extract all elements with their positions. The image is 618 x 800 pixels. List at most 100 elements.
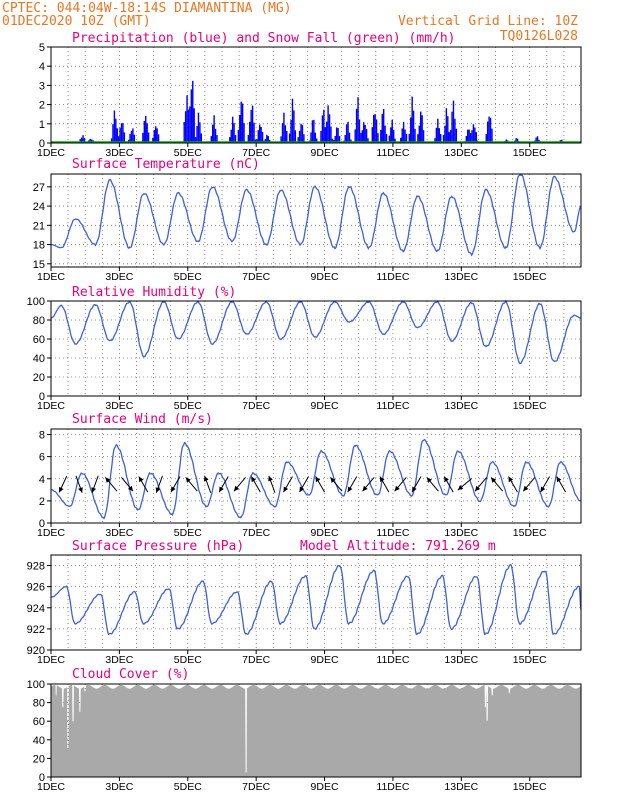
- humidity-line: [50, 299, 581, 365]
- header-run-time: 01DEC2020 10Z (GMT): [2, 14, 151, 29]
- x-tick-label: 15DEC: [513, 400, 547, 412]
- precip-bar: [280, 136, 282, 143]
- y-tick-label: 0: [39, 772, 45, 784]
- wind-arrow-head: [127, 485, 134, 492]
- precip-bar: [401, 128, 403, 143]
- x-tick-label: 5DEC: [174, 147, 202, 159]
- precip-bar: [89, 138, 91, 143]
- precip-bar: [372, 115, 375, 143]
- x-tick-label: 3DEC: [105, 271, 133, 283]
- x-tick-label: 7DEC: [242, 781, 270, 793]
- precip-bar: [187, 109, 190, 143]
- panel-precip: Precipitation (blue) and Snow Fall (gree…: [37, 31, 582, 159]
- precip-bar: [234, 135, 237, 143]
- precip-bar: [516, 138, 519, 143]
- x-tick-label: 13DEC: [444, 781, 478, 793]
- precip-bar: [391, 119, 393, 143]
- precip-bar: [377, 133, 379, 143]
- y-tick-label: 21: [33, 220, 45, 232]
- panel-frame: [50, 683, 582, 778]
- y-tick-label: 2: [39, 496, 45, 508]
- precip-bar: [116, 128, 118, 143]
- panel-pressure: Surface Pressure (hPa) Model Altitude: 79…: [27, 539, 582, 666]
- precip-bar: [152, 137, 154, 143]
- panel-frame: [50, 428, 582, 524]
- precip-bar: [300, 123, 302, 143]
- grid-lines: [51, 301, 581, 396]
- wind-arrow-head: [540, 486, 546, 493]
- x-tick-label: 9DEC: [311, 271, 339, 283]
- precip-bar: [184, 111, 187, 143]
- pressure-line: [50, 564, 582, 636]
- precip-bar: [488, 116, 490, 143]
- precip-bar: [367, 138, 369, 143]
- x-tick-label: 7DEC: [242, 654, 270, 666]
- precip-bar: [247, 135, 250, 143]
- precip-bar: [194, 137, 197, 143]
- precip-bar: [347, 121, 349, 143]
- panel-humidity: Relative Humidity (%) 0 20 40 60 80 100 1DEC 3DE…: [27, 285, 582, 412]
- precip-bar: [79, 139, 81, 143]
- y-tick-label: 0: [39, 518, 45, 530]
- wind-arrow-head: [138, 476, 144, 483]
- x-tick-label: 11DEC: [376, 400, 409, 412]
- precip-bar: [310, 132, 312, 143]
- x-tick-label: 1DEC: [37, 147, 65, 159]
- precip-bar: [199, 122, 201, 143]
- precip-bar: [485, 134, 487, 143]
- precip-bar: [418, 125, 421, 143]
- temperature-line: [50, 173, 582, 257]
- precip-bar: [293, 110, 295, 143]
- precip-bar: [414, 128, 416, 143]
- precip-bar: [190, 89, 193, 143]
- precip-bar: [338, 136, 341, 143]
- precip-bar: [392, 129, 395, 143]
- precip-bar: [82, 135, 84, 143]
- x-tick-label: 9DEC: [311, 527, 339, 539]
- x-tick-label: 13DEC: [444, 527, 478, 539]
- x-tick-label: 11DEC: [376, 527, 409, 539]
- precip-bar: [284, 125, 287, 143]
- y-tick-label: 15: [33, 259, 45, 271]
- precip-bar: [381, 113, 383, 143]
- wind-arrow-head: [203, 475, 209, 482]
- wind-arrow-head: [523, 485, 529, 492]
- precip-bar: [411, 96, 413, 143]
- precip-bar: [486, 121, 489, 143]
- x-tick-label: 5DEC: [174, 527, 202, 539]
- precip-bar: [249, 121, 251, 143]
- y-tick-label: 40: [33, 735, 45, 747]
- precip-bar: [388, 135, 391, 143]
- precip-bar: [290, 120, 292, 143]
- precip-bar: [536, 136, 539, 143]
- panel-title: Surface Temperature (nC): [72, 157, 260, 172]
- precip-bar: [155, 126, 157, 143]
- precip-bar: [489, 117, 492, 143]
- wind-arrow-head: [185, 477, 191, 483]
- wind-arrows: [58, 475, 567, 493]
- precip-bar: [147, 132, 150, 143]
- precip-bar: [474, 127, 476, 143]
- precip-bar: [334, 135, 336, 143]
- precip-bar: [239, 114, 241, 143]
- x-tick-label: 7DEC: [242, 147, 270, 159]
- precip-bar: [90, 139, 93, 143]
- y-tick-label: 18: [33, 240, 45, 252]
- precip-bar: [301, 125, 304, 143]
- precip-bar: [229, 137, 231, 143]
- precip-bar: [253, 122, 255, 143]
- precip-bar: [267, 136, 269, 143]
- y-tick-label: 8: [39, 430, 45, 442]
- y-tick-label: 928: [27, 561, 45, 573]
- precip-bar: [314, 132, 316, 143]
- precip-bar: [357, 97, 359, 143]
- precip-bar: [452, 100, 455, 143]
- precip-bar: [320, 130, 322, 143]
- precip-bar: [260, 127, 262, 143]
- precip-bar: [472, 124, 475, 143]
- panel-title: Precipitation (blue) and Snow Fall (gree…: [72, 31, 456, 46]
- y-tick-label: 2: [39, 100, 45, 112]
- y-tick-label: 100: [27, 296, 45, 308]
- panel-frame: [50, 46, 582, 144]
- precip-bar: [266, 134, 268, 143]
